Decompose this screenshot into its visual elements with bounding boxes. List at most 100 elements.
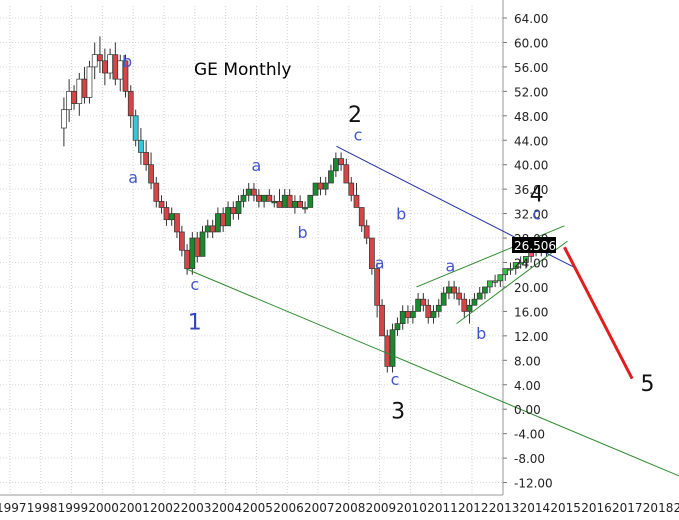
x-tick-label: 2007 [304, 501, 335, 515]
candle-body [456, 292, 462, 300]
candle-body [507, 268, 514, 271]
candle-body [66, 90, 72, 111]
candle-body [374, 268, 380, 306]
candle-body [523, 256, 529, 263]
wave-label-number: 3 [391, 399, 405, 424]
candle-body [199, 231, 206, 257]
y-tick-label: 16.00 [514, 305, 548, 319]
x-tick-label: 2003 [181, 501, 212, 515]
x-tick-label: 2015 [550, 501, 581, 515]
candle-body [399, 311, 406, 324]
price-label-background [512, 237, 556, 253]
candle-body [91, 54, 98, 68]
candle-body [148, 164, 154, 184]
wave-label-letter: c [354, 125, 363, 144]
candle-body [415, 298, 421, 312]
y-tick-label: 40.00 [514, 159, 548, 173]
candle-body [271, 201, 278, 204]
x-axis: 1997199819992000200120022003200420052006… [0, 501, 679, 515]
wave-label-letter: a [375, 254, 385, 273]
wave-label-number: 4 [530, 182, 544, 207]
price-label: 26.506 [512, 237, 556, 253]
candle-body [81, 78, 88, 98]
candle-body [369, 237, 375, 269]
candle-body [179, 231, 185, 251]
lower-channel-line [185, 268, 679, 477]
y-tick-label: 32.00 [514, 208, 548, 222]
candle-body [292, 201, 298, 208]
x-tick-label: 2019 [674, 501, 679, 515]
candle-body [240, 194, 247, 202]
y-tick-label: 8.00 [514, 354, 541, 368]
wave-label-number: 2 [348, 103, 362, 128]
y-axis: 64.0060.0056.0052.0048.0044.0040.0036.00… [503, 12, 553, 491]
candle-body [440, 292, 447, 306]
candle-body [363, 225, 370, 239]
y-tick-label: 48.00 [514, 110, 548, 124]
candle-body [492, 280, 498, 283]
wave-label-letter: c [532, 205, 541, 224]
price-label-text: 26.506 [514, 239, 556, 253]
candle-body [466, 304, 473, 312]
wave-label-letter: c [391, 370, 400, 389]
candle-body [343, 164, 350, 184]
candle-body [451, 286, 457, 294]
candle-layer [61, 36, 555, 373]
candle-body [286, 194, 293, 208]
y-tick-label: -8.00 [514, 452, 545, 466]
candle-body [471, 298, 478, 306]
chart-title: GE Monthly [194, 60, 291, 80]
candle-body [132, 115, 139, 141]
candle-body [497, 274, 504, 282]
candle-body [102, 60, 108, 74]
candle-body [461, 298, 468, 312]
y-tick-label: 0.00 [514, 403, 541, 417]
candle-body [512, 262, 519, 269]
wedge-lower-line [456, 240, 568, 325]
candle-body [281, 194, 288, 208]
candle-body [220, 213, 226, 227]
candle-body [328, 170, 334, 184]
candle-body [209, 225, 216, 233]
candle-body [517, 262, 524, 265]
candle-body [338, 158, 344, 166]
x-tick-label: 2013 [489, 501, 520, 515]
candle-body [384, 335, 391, 367]
x-tick-label: 2001 [119, 501, 150, 515]
y-tick-label: -12.00 [514, 477, 553, 491]
candle-body [189, 237, 196, 269]
candle-body [405, 311, 411, 318]
x-tick-label: 2008 [335, 501, 366, 515]
wave-5-projection-line [563, 246, 634, 380]
candle-body [61, 109, 67, 129]
y-tick-label: 44.00 [514, 134, 548, 148]
x-tick-label: 2009 [366, 501, 397, 515]
wave-label-letter: a [446, 257, 456, 276]
candle-body [97, 54, 103, 62]
candle-body [112, 54, 119, 80]
candle-body [430, 311, 437, 318]
x-tick-label: 2017 [612, 501, 643, 515]
wave-label-letter: b [122, 52, 132, 71]
wave-label-letter: b [396, 205, 406, 224]
wave-label-letter: a [251, 156, 261, 175]
candle-body [266, 194, 273, 202]
trendline-layer [185, 145, 679, 477]
candle-body [168, 213, 175, 221]
candle-body [502, 268, 509, 276]
candle-body [261, 194, 267, 202]
candle-body [143, 152, 149, 166]
candle-body [425, 304, 432, 318]
y-tick-label: 24.00 [514, 257, 548, 271]
candle-body [389, 329, 396, 367]
candle-body [487, 280, 493, 288]
candle-body [138, 139, 144, 153]
x-tick-label: 2016 [581, 501, 612, 515]
y-tick-label: 12.00 [514, 330, 548, 344]
y-tick-label: 4.00 [514, 379, 541, 393]
x-tick-label: 2014 [520, 501, 551, 515]
x-tick-label: 2018 [643, 501, 674, 515]
candle-body [394, 323, 401, 331]
candle-body [302, 207, 308, 210]
